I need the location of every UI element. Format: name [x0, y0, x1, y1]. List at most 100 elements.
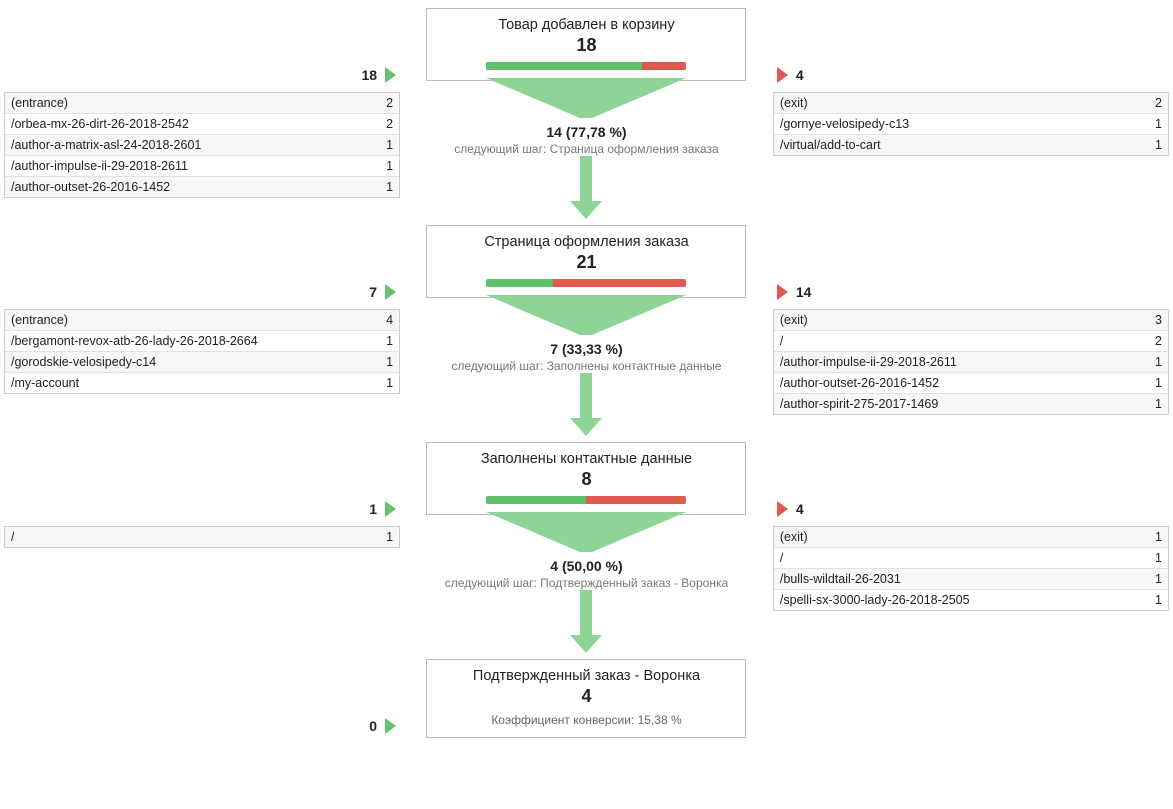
- path-count: 1: [1147, 138, 1162, 152]
- entries-table-row[interactable]: /bergamont-revox-atb-26-lady-26-2018-266…: [5, 331, 399, 352]
- path-label: /author-impulse-ii-29-2018-2611: [780, 355, 957, 369]
- exits-table-row[interactable]: /1: [774, 548, 1168, 569]
- path-count: 1: [378, 138, 393, 152]
- path-count: 1: [1147, 551, 1162, 565]
- funnel-stage: 1/1Заполнены контактные данные84 (50,00 …: [4, 442, 1169, 659]
- funnel-connector: 7 (33,33 %) следующий шаг: Заполнены конт…: [426, 297, 746, 436]
- entries-table: /1: [4, 526, 400, 548]
- exits-count: 4: [773, 64, 1169, 86]
- arrow-head-icon: [570, 418, 602, 436]
- next-rate: 7 (33,33 %): [550, 341, 622, 357]
- entries-count: 0: [4, 715, 400, 737]
- entries-table: (entrance) 2/orbea-mx-26-dirt-26-2018-254…: [4, 92, 400, 198]
- entries-table-row[interactable]: /orbea-mx-26-dirt-26-2018-2542 2: [5, 114, 399, 135]
- entries-table-row[interactable]: /my-account 1: [5, 373, 399, 393]
- entries-table: (entrance) 4/bergamont-revox-atb-26-lady-…: [4, 309, 400, 394]
- funnel-stage: 18 (entrance) 2/orbea-mx-26-dirt-26-2018-2…: [4, 8, 1169, 225]
- step-count: 18: [439, 35, 733, 56]
- step-bar-dropoff: [553, 279, 686, 287]
- entries-table-row[interactable]: /author-outset-26-2016-14521: [5, 177, 399, 197]
- path-count: 1: [1147, 117, 1162, 131]
- step-title: Заполнены контактные данные: [439, 451, 733, 467]
- exits-table-row[interactable]: /author-outset-26-2016-1452 1: [774, 373, 1168, 394]
- path-count: 2: [1147, 334, 1162, 348]
- step-count: 8: [439, 469, 733, 490]
- path-label: (exit): [780, 96, 808, 110]
- path-label: /bulls-wildtail-26-2031: [780, 572, 901, 586]
- next-rate: 4 (50,00 %): [550, 558, 622, 574]
- funnel-shape: [486, 78, 686, 118]
- path-label: /: [780, 334, 783, 348]
- path-count: 2: [378, 117, 393, 131]
- exits-arrow-icon: [777, 284, 788, 300]
- funnel-connector: 14 (77,78 %)следующий шаг: Страница офор…: [426, 80, 746, 219]
- funnel-stage: 7 (entrance) 4/bergamont-revox-atb-26-lady…: [4, 225, 1169, 442]
- exits-table-row[interactable]: /author-impulse-ii-29-2018-26111: [774, 352, 1168, 373]
- path-label: (entrance): [11, 96, 68, 110]
- conversion-rate: Коэффициент конверсии: 15,38 %: [439, 713, 733, 727]
- exits-table-row[interactable]: /spelli-sx-3000-lady-26-2018-25051: [774, 590, 1168, 610]
- exits-table-row[interactable]: /2: [774, 331, 1168, 352]
- path-count: 1: [378, 180, 393, 194]
- entries-count: 7: [4, 281, 400, 303]
- entries-table-row[interactable]: /1: [5, 527, 399, 547]
- next-rate: 14 (77,78 %): [546, 124, 626, 140]
- exits-table-row[interactable]: (exit)3: [774, 310, 1168, 331]
- step-box[interactable]: Подтвержденный заказ - Воронка4Коэффицие…: [426, 659, 746, 738]
- path-label: /author-spirit-275-2017-1469: [780, 397, 938, 411]
- path-count: 1: [1147, 572, 1162, 586]
- exits-table-row[interactable]: /virtual/add-to-cart 1: [774, 135, 1168, 155]
- step-box[interactable]: Заполнены контактные данные 8: [426, 442, 746, 515]
- path-label: (exit): [780, 313, 808, 327]
- path-count: 1: [378, 376, 393, 390]
- step-bar-proceed: [486, 279, 553, 287]
- step-title: Товар добавлен в корзину: [439, 17, 733, 33]
- arrow-head-icon: [570, 635, 602, 653]
- path-label: /virtual/add-to-cart: [780, 138, 881, 152]
- entries-arrow-icon: [385, 718, 396, 734]
- path-label: /author-impulse-ii-29-2018-2611: [11, 159, 188, 173]
- path-label: /: [780, 551, 783, 565]
- entries-count-value: 7: [369, 284, 377, 300]
- path-count: 1: [1147, 397, 1162, 411]
- exits-table-row[interactable]: /gornye-velosipedy-c131: [774, 114, 1168, 135]
- path-count: 2: [378, 96, 393, 110]
- path-count: 1: [378, 159, 393, 173]
- exits-table-row[interactable]: /author-spirit-275-2017-1469 1: [774, 394, 1168, 414]
- step-bar-dropoff: [586, 496, 686, 504]
- entries-table-row[interactable]: /author-a-matrix-asl-24-2018-26011: [5, 135, 399, 156]
- exits-count: 14: [773, 281, 1169, 303]
- path-count: 4: [378, 313, 393, 327]
- entries-table-row[interactable]: /author-impulse-ii-29-2018-2611 1: [5, 156, 399, 177]
- funnel-stage: 0 Подтвержденный заказ - Воронка4Коэффици…: [4, 659, 1169, 738]
- entries-arrow-icon: [385, 67, 396, 83]
- exits-arrow-icon: [777, 67, 788, 83]
- exits-table-row[interactable]: /bulls-wildtail-26-2031 1: [774, 569, 1168, 590]
- entries-count-value: 18: [362, 67, 378, 83]
- exits-count-value: 4: [796, 501, 804, 517]
- step-box[interactable]: Товар добавлен в корзину 18: [426, 8, 746, 81]
- exits-arrow-icon: [777, 501, 788, 517]
- entries-table-row[interactable]: (entrance) 2: [5, 93, 399, 114]
- path-label: /orbea-mx-26-dirt-26-2018-2542: [11, 117, 189, 131]
- path-count: 1: [1147, 376, 1162, 390]
- entries-table-row[interactable]: (entrance) 4: [5, 310, 399, 331]
- path-label: /author-outset-26-2016-1452: [780, 376, 939, 390]
- path-count: 1: [1147, 530, 1162, 544]
- exits-count-value: 4: [796, 67, 804, 83]
- exits-table: (exit)2/gornye-velosipedy-c131/virtual/a…: [773, 92, 1169, 156]
- exits-table-row[interactable]: (exit)1: [774, 527, 1168, 548]
- path-label: /: [11, 530, 14, 544]
- path-count: 1: [1147, 593, 1162, 607]
- path-label: /my-account: [11, 376, 79, 390]
- entries-table-row[interactable]: /gorodskie-velosipedy-c141: [5, 352, 399, 373]
- step-bar: [486, 279, 686, 287]
- arrow-stem: [580, 590, 592, 636]
- exits-table-row[interactable]: (exit)2: [774, 93, 1168, 114]
- exits-table: (exit)3/2/author-impulse-ii-29-2018-2611…: [773, 309, 1169, 415]
- next-step-label: следующий шаг: Заполнены контактные данн…: [451, 359, 721, 373]
- step-box[interactable]: Страница оформления заказа21: [426, 225, 746, 298]
- arrow-stem: [580, 373, 592, 419]
- path-label: (entrance): [11, 313, 68, 327]
- funnel-shape: [486, 295, 686, 335]
